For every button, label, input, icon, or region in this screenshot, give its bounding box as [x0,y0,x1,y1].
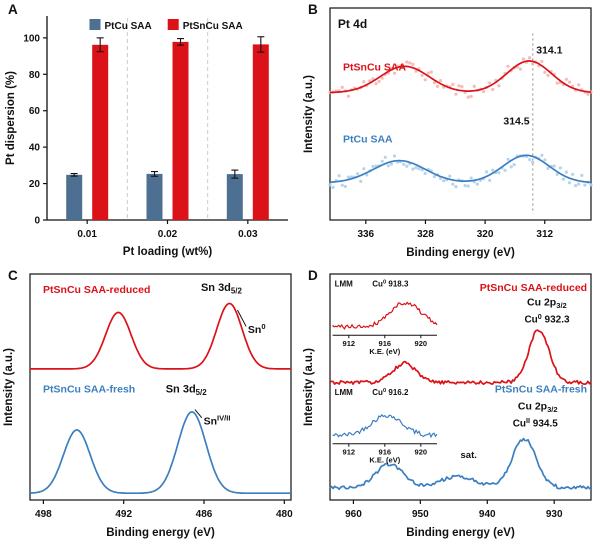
svg-text:Intensity (a.u.): Intensity (a.u.) [303,348,315,426]
xps-spectrum-cu2p: 960 950 940 930 Binding energy (eV) Intensity… [303,273,592,539]
svg-text:916: 916 [379,448,392,457]
svg-text:K.E. (eV): K.E. (eV) [369,347,400,356]
svg-text:PtCu SAA: PtCu SAA [343,134,393,146]
panel-b-label: B [308,2,318,17]
svg-text:PtSnCu SAA-fresh: PtSnCu SAA-fresh [43,384,135,396]
svg-text:498: 498 [35,509,52,520]
panel-c: C 498 492 486 480 Binding energy (eV) Intensi… [0,266,300,548]
svg-text:912: 912 [343,339,356,348]
svg-text:100: 100 [23,33,40,44]
svg-text:Pt dispersion (%): Pt dispersion (%) [5,71,17,165]
svg-text:486: 486 [196,509,213,520]
svg-text:LMM: LMM [335,388,354,397]
svg-text:20: 20 [29,179,41,190]
svg-text:Sn 3d5/2: Sn 3d5/2 [201,282,243,295]
svg-text:PtSnCu SAA-fresh: PtSnCu SAA-fresh [495,384,587,396]
svg-text:314.5: 314.5 [503,116,529,128]
panel-d-label: D [308,268,318,283]
svg-text:Pt 4d: Pt 4d [338,17,367,31]
svg-text:Sn 3d5/2: Sn 3d5/2 [166,384,208,397]
panel-a: A 0 20 40 60 80 100 0.01 0.02 0.03 Pt loading (wt… [0,0,300,266]
svg-text:Cu0 932.3: Cu0 932.3 [524,312,570,326]
svg-text:PtSnCu SAA-reduced: PtSnCu SAA-reduced [480,282,587,294]
svg-text:328: 328 [417,229,434,240]
svg-text:PtSnCu SAA-reduced: PtSnCu SAA-reduced [43,284,150,296]
svg-text:940: 940 [479,509,496,520]
svg-text:sat.: sat. [461,450,477,461]
panel-a-label: A [8,2,18,17]
svg-text:920: 920 [415,339,428,348]
svg-text:CuII 934.5: CuII 934.5 [513,416,559,430]
svg-text:Pt loading (wt%): Pt loading (wt%) [123,246,213,258]
svg-text:0.03: 0.03 [238,229,258,240]
svg-text:Binding energy (eV): Binding energy (eV) [106,527,215,539]
svg-text:912: 912 [343,448,356,457]
svg-text:PtSnCu SAA: PtSnCu SAA [343,62,406,74]
svg-text:336: 336 [357,229,374,240]
panel-d: D 960 950 940 930 Binding energy (eV) Intensi… [300,266,600,548]
svg-text:920: 920 [415,448,428,457]
svg-text:314.1: 314.1 [536,45,562,57]
svg-text:930: 930 [546,509,563,520]
svg-text:80: 80 [29,70,41,81]
svg-text:40: 40 [29,143,41,154]
svg-text:Intensity (a.u.): Intensity (a.u.) [303,75,315,153]
svg-text:SnIV/II: SnIV/II [204,413,231,427]
svg-text:0: 0 [34,216,40,227]
svg-text:PtCu SAA: PtCu SAA [105,21,152,32]
svg-text:Sn0: Sn0 [248,322,266,336]
svg-text:950: 950 [412,509,429,520]
panel-c-label: C [8,268,18,283]
svg-text:Cu0 916.2: Cu0 916.2 [372,388,409,397]
svg-text:LMM: LMM [335,280,354,289]
svg-text:320: 320 [477,229,494,240]
svg-text:Cu0 918.3: Cu0 918.3 [372,279,409,288]
bar-chart-pt-dispersion: 0 20 40 60 80 100 0.01 0.02 0.03 Pt loading (wt%)… [5,16,288,258]
svg-text:492: 492 [115,509,132,520]
svg-text:Intensity (a.u.): Intensity (a.u.) [3,348,15,426]
svg-text:Cu 2p3/2: Cu 2p3/2 [527,297,567,310]
svg-text:0.02: 0.02 [158,229,178,240]
svg-text:60: 60 [29,106,41,117]
svg-text:PtSnCu SAA: PtSnCu SAA [183,21,243,32]
svg-text:Binding energy (eV): Binding energy (eV) [406,527,515,539]
xps-spectrum-pt4d: 336 328 320 312 Binding energy (eV) Intensity… [303,7,593,259]
svg-text:916: 916 [379,339,392,348]
svg-text:Cu 2p3/2: Cu 2p3/2 [518,401,558,414]
svg-text:K.E. (eV): K.E. (eV) [369,456,400,465]
svg-text:480: 480 [276,509,293,520]
svg-text:960: 960 [345,509,362,520]
svg-text:312: 312 [536,229,553,240]
svg-text:Binding energy (eV): Binding energy (eV) [406,247,515,259]
panel-b: B 336 328 320 312 Binding energy (eV) Intensi… [300,0,600,266]
svg-text:0.01: 0.01 [77,229,97,240]
xps-spectrum-sn3d: 498 492 486 480 Binding energy (eV) Intensity… [3,273,293,539]
